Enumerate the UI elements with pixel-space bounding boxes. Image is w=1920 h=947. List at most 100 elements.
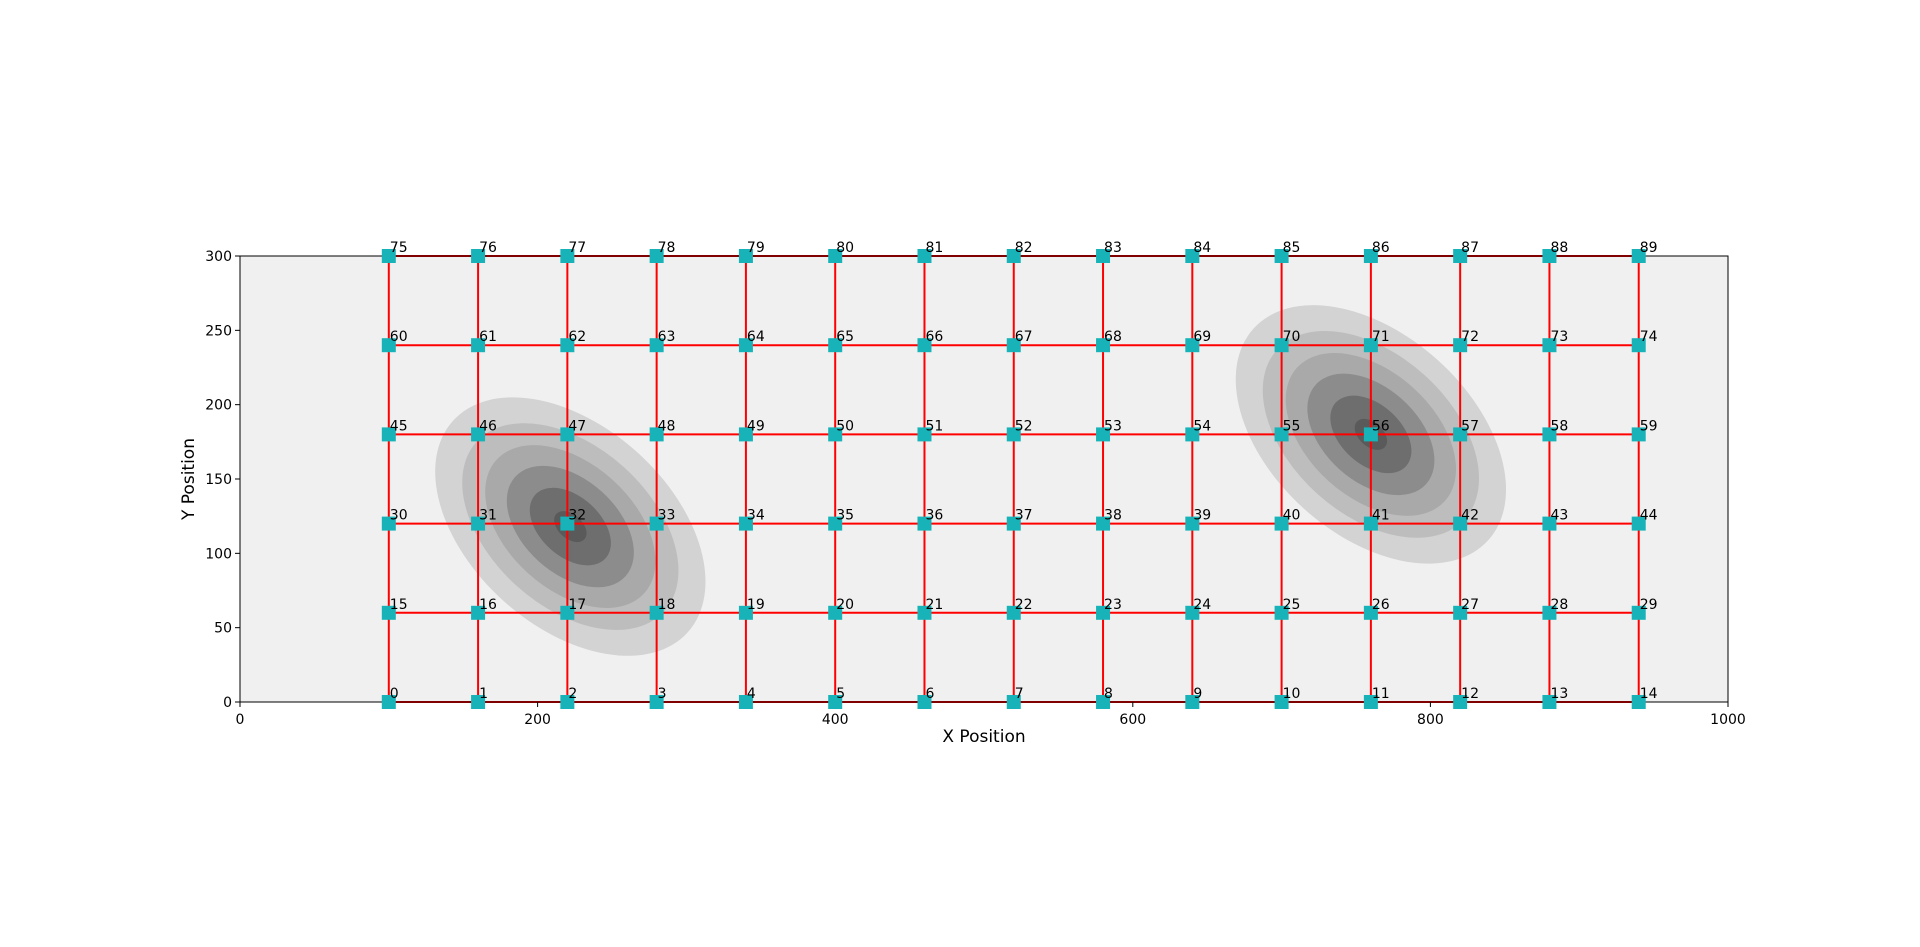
node-label: 78: [658, 240, 676, 256]
node-label: 72: [1461, 329, 1479, 345]
node-label: 25: [1283, 597, 1301, 613]
node-label: 81: [925, 240, 943, 256]
node-marker: [1185, 605, 1200, 620]
node-marker: [1274, 516, 1289, 531]
node-marker: [828, 249, 843, 263]
node-label: 15: [390, 597, 408, 613]
node-label: 54: [1193, 418, 1211, 434]
node-marker: [1006, 516, 1021, 531]
node-marker: [917, 695, 932, 709]
node-label: 24: [1193, 597, 1211, 613]
node-label: 29: [1640, 597, 1658, 613]
node-marker: [1363, 605, 1378, 620]
node-marker: [1631, 695, 1646, 709]
node-marker: [1453, 427, 1468, 442]
node-marker: [1453, 338, 1468, 353]
node-marker: [1542, 427, 1557, 442]
node-marker: [560, 605, 575, 620]
node-label: 75: [390, 240, 408, 256]
node-label: 37: [1015, 508, 1033, 524]
node-marker: [381, 516, 396, 531]
node-label: 19: [747, 597, 765, 613]
node-label: 30: [390, 508, 408, 524]
x-tick-label: 200: [524, 712, 551, 728]
node-marker: [471, 605, 486, 620]
node-marker: [471, 249, 486, 263]
node-label: 80: [836, 240, 854, 256]
node-label: 40: [1283, 508, 1301, 524]
y-tick-label: 100: [205, 546, 232, 562]
node-label: 73: [1550, 329, 1568, 345]
node-label: 77: [568, 240, 586, 256]
node-marker: [917, 605, 932, 620]
node-label: 79: [747, 240, 765, 256]
node-label: 50: [836, 418, 854, 434]
node-label: 43: [1550, 508, 1568, 524]
node-label: 20: [836, 597, 854, 613]
node-marker: [381, 605, 396, 620]
node-marker: [1363, 516, 1378, 531]
node-marker: [1542, 249, 1557, 263]
node-label: 46: [479, 418, 497, 434]
node-label: 16: [479, 597, 497, 613]
node-marker: [828, 516, 843, 531]
node-label: 86: [1372, 240, 1390, 256]
node-marker: [1006, 249, 1021, 263]
node-marker: [1185, 695, 1200, 709]
node-label: 59: [1640, 418, 1658, 434]
node-label: 10: [1283, 686, 1301, 702]
node-label: 66: [925, 329, 943, 345]
node-label: 44: [1640, 508, 1658, 524]
node-label: 67: [1015, 329, 1033, 345]
node-marker: [1453, 695, 1468, 709]
node-marker: [917, 338, 932, 353]
x-axis-label: X Position: [942, 727, 1025, 747]
node-label: 85: [1283, 240, 1301, 256]
node-label: 4: [747, 686, 756, 702]
node-marker: [828, 695, 843, 709]
node-label: 65: [836, 329, 854, 345]
node-label: 33: [658, 508, 676, 524]
node-marker: [1631, 338, 1646, 353]
node-label: 57: [1461, 418, 1479, 434]
node-label: 2: [568, 686, 577, 702]
node-label: 62: [568, 329, 586, 345]
node-label: 27: [1461, 597, 1479, 613]
node-marker: [738, 249, 753, 263]
node-marker: [1631, 605, 1646, 620]
node-marker: [1274, 249, 1289, 263]
node-label: 48: [658, 418, 676, 434]
node-marker: [381, 695, 396, 709]
node-marker: [1542, 338, 1557, 353]
x-tick-label: 1000: [1710, 712, 1746, 728]
node-marker: [828, 338, 843, 353]
node-marker: [1363, 695, 1378, 709]
node-label: 51: [925, 418, 943, 434]
node-marker: [1096, 516, 1111, 531]
y-tick-label: 0: [223, 695, 232, 711]
node-label: 83: [1104, 240, 1122, 256]
node-label: 64: [747, 329, 765, 345]
node-label: 88: [1550, 240, 1568, 256]
node-marker: [738, 338, 753, 353]
node-marker: [560, 427, 575, 442]
node-marker: [649, 338, 664, 353]
node-label: 23: [1104, 597, 1122, 613]
node-marker: [381, 338, 396, 353]
node-label: 34: [747, 508, 765, 524]
node-marker: [1274, 695, 1289, 709]
node-marker: [1006, 695, 1021, 709]
node-label: 12: [1461, 686, 1479, 702]
node-marker: [917, 427, 932, 442]
node-marker: [471, 427, 486, 442]
node-marker: [828, 427, 843, 442]
node-label: 47: [568, 418, 586, 434]
node-marker: [917, 516, 932, 531]
node-marker: [738, 427, 753, 442]
node-marker: [1542, 605, 1557, 620]
node-marker: [1274, 338, 1289, 353]
node-label: 7: [1015, 686, 1024, 702]
node-label: 89: [1640, 240, 1658, 256]
y-tick-label: 50: [214, 621, 232, 637]
